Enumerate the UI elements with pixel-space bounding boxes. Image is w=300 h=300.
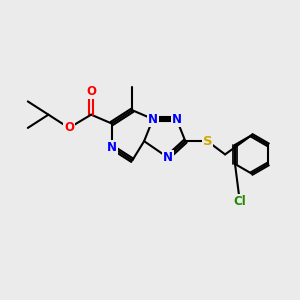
Text: O: O xyxy=(64,122,74,134)
Text: N: N xyxy=(148,112,158,126)
Text: N: N xyxy=(163,151,173,164)
Text: Cl: Cl xyxy=(233,195,246,208)
Text: S: S xyxy=(202,135,212,148)
Text: N: N xyxy=(107,141,117,154)
Text: O: O xyxy=(86,85,96,98)
Text: N: N xyxy=(172,112,182,126)
